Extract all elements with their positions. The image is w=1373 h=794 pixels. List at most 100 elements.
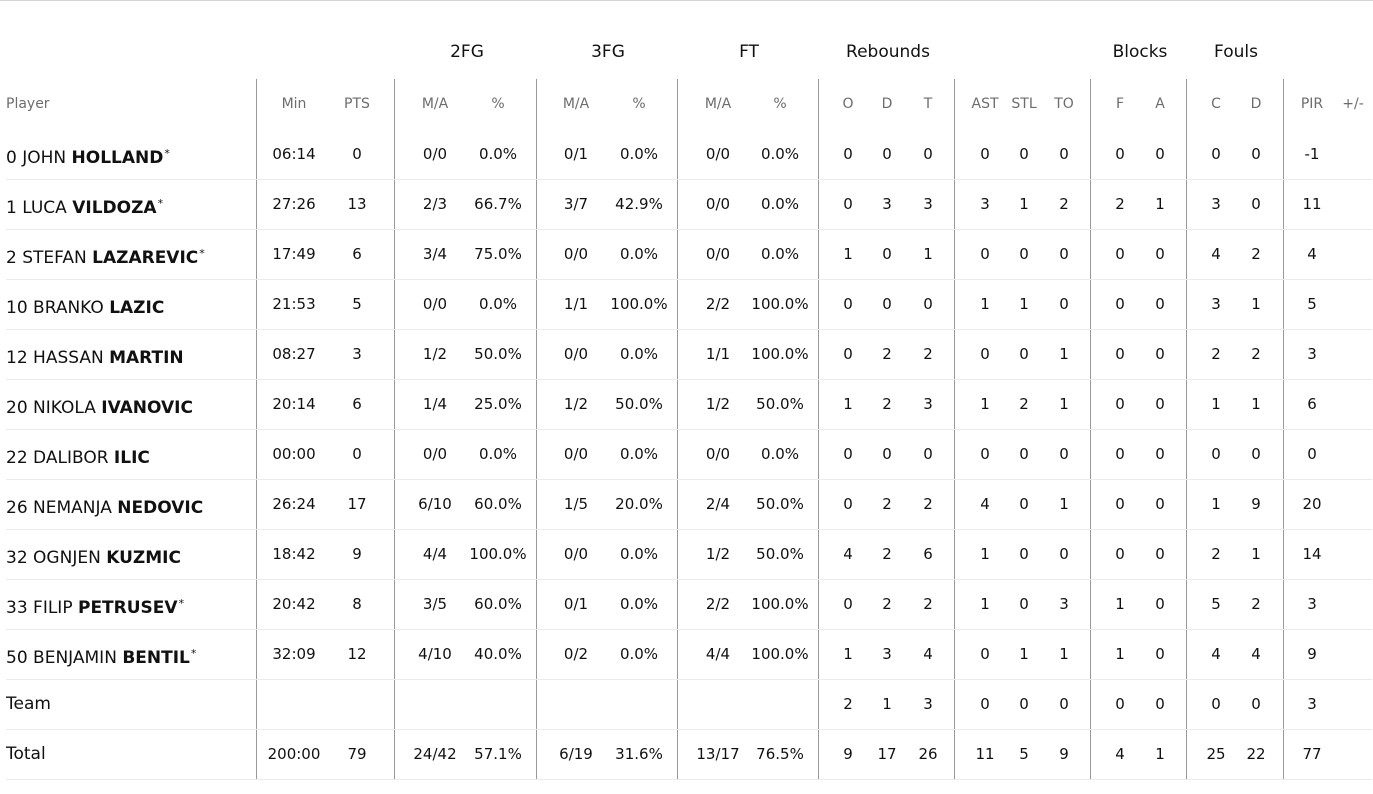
stat-reb-o: 0 — [843, 495, 853, 513]
header-ft-ma[interactable]: M/A — [704, 96, 732, 112]
player-name[interactable]: 32 OGNJEN KUZMIC — [6, 543, 182, 568]
header-ft-pct[interactable]: % — [773, 96, 787, 112]
player-name[interactable]: 12 HASSAN MARTIN — [6, 343, 185, 368]
stat-foul-d: 0 — [1251, 445, 1261, 463]
stat-to: 1 — [1059, 345, 1069, 363]
stat-blk-f: 0 — [1115, 495, 1125, 513]
stat-reb-d: 3 — [882, 645, 892, 663]
stat-ft-ma: 0/0 — [705, 245, 731, 263]
player-name[interactable]: 33 FILIP PETRUSEV* — [6, 593, 185, 618]
row-divider — [6, 279, 1372, 280]
header-reb-d[interactable]: D — [881, 96, 893, 112]
player-first-name: FILIP — [33, 598, 73, 618]
stat-fg3-ma: 0/2 — [563, 645, 589, 663]
player-name[interactable]: 20 NIKOLA IVANOVIC — [6, 393, 194, 418]
player-name[interactable]: 22 DALIBOR ILIC — [6, 443, 151, 468]
stat-stl: 0 — [1019, 445, 1029, 463]
stat-pts: 17 — [347, 495, 367, 513]
stat-min: 27:26 — [272, 195, 316, 213]
player-name[interactable]: 0 JOHN HOLLAND* — [6, 143, 170, 168]
stat-to: 0 — [1059, 545, 1069, 563]
stat-ast: 1 — [980, 395, 990, 413]
stat-ft-ma: 2/2 — [705, 295, 731, 313]
player-name[interactable]: 50 BENJAMIN BENTIL* — [6, 643, 196, 668]
header-2fg-ma[interactable]: M/A — [421, 96, 449, 112]
header-reb-o[interactable]: O — [842, 96, 854, 112]
player-first-name: BENJAMIN — [33, 648, 117, 668]
header-3fg-pct[interactable]: % — [632, 96, 646, 112]
stat-fg2-ma: 1/2 — [422, 345, 448, 363]
stat-blk-f: 2 — [1115, 195, 1125, 213]
player-number: 22 — [6, 448, 28, 468]
stat-ast: 3 — [980, 195, 990, 213]
stat-pir: 9 — [1307, 645, 1317, 663]
header-blk-a[interactable]: A — [1155, 96, 1165, 112]
stat-fg2-pct: 100.0% — [469, 545, 527, 563]
stat-foul-d: 1 — [1251, 295, 1261, 313]
stat-pir: 77 — [1302, 745, 1322, 763]
stat-fg2-pct: 0.0% — [478, 445, 518, 463]
stat-stl: 2 — [1019, 395, 1029, 413]
stat-to: 0 — [1059, 445, 1069, 463]
header-stl[interactable]: STL — [1011, 96, 1037, 112]
stat-fg3-pct: 0.0% — [619, 245, 659, 263]
stat-reb-d: 0 — [882, 445, 892, 463]
stat-ft-ma: 4/4 — [705, 645, 731, 663]
header-2fg-pct[interactable]: % — [491, 96, 505, 112]
stat-to: 9 — [1059, 745, 1069, 763]
stat-reb-t: 3 — [923, 695, 933, 713]
stat-blk-a: 0 — [1155, 495, 1165, 513]
stat-pts: 79 — [347, 745, 367, 763]
stat-pir: 3 — [1307, 345, 1317, 363]
stat-foul-d: 1 — [1251, 395, 1261, 413]
stat-ast: 0 — [980, 645, 990, 663]
stat-foul-d: 2 — [1251, 245, 1261, 263]
stat-min: 20:14 — [272, 395, 316, 413]
stat-blk-f: 0 — [1115, 145, 1125, 163]
stat-fg3-ma: 0/0 — [563, 445, 589, 463]
stat-fg3-pct: 20.0% — [615, 495, 663, 513]
header-3fg-ma[interactable]: M/A — [562, 96, 590, 112]
stat-stl: 5 — [1019, 745, 1029, 763]
stat-fg2-ma: 2/3 — [422, 195, 448, 213]
stat-reb-o: 0 — [843, 595, 853, 613]
header-foul-d[interactable]: D — [1250, 96, 1262, 112]
group-header-2fg: 2FG — [450, 42, 484, 62]
header-to[interactable]: TO — [1054, 96, 1074, 112]
stat-foul-c: 0 — [1211, 445, 1221, 463]
player-name[interactable]: 1 LUCA VILDOZA* — [6, 193, 163, 218]
stat-foul-d: 2 — [1251, 595, 1261, 613]
stat-to: 0 — [1059, 295, 1069, 313]
header-ast[interactable]: AST — [971, 96, 999, 112]
player-name[interactable]: 10 BRANKO LAZIC — [6, 293, 165, 318]
stat-fg2-pct: 60.0% — [474, 595, 522, 613]
stat-ft-pct: 100.0% — [751, 345, 809, 363]
starter-marker: * — [178, 597, 185, 610]
stat-blk-f: 0 — [1115, 345, 1125, 363]
stat-blk-f: 0 — [1115, 295, 1125, 313]
header-reb-t[interactable]: T — [923, 96, 933, 112]
header-foul-c[interactable]: C — [1211, 96, 1221, 112]
header-pir[interactable]: PIR — [1300, 96, 1324, 112]
stat-ast: 0 — [980, 245, 990, 263]
row-divider — [6, 479, 1372, 480]
header-pts[interactable]: PTS — [344, 96, 370, 112]
stat-reb-t: 3 — [923, 195, 933, 213]
player-last-name: PETRUSEV — [77, 598, 178, 618]
player-name[interactable]: 26 NEMANJA NEDOVIC — [6, 493, 204, 518]
player-name[interactable]: 2 STEFAN LAZAREVIC* — [6, 243, 205, 268]
stat-blk-a: 0 — [1155, 695, 1165, 713]
stat-pts: 5 — [352, 295, 362, 313]
player-number: 32 — [6, 548, 28, 568]
stat-pir: 20 — [1302, 495, 1322, 513]
header-min[interactable]: Min — [281, 96, 307, 112]
row-divider — [6, 379, 1372, 380]
stat-foul-d: 0 — [1251, 195, 1261, 213]
stat-fg3-pct: 0.0% — [619, 595, 659, 613]
player-number: 26 — [6, 498, 28, 518]
stat-pts: 0 — [352, 145, 362, 163]
stat-stl: 1 — [1019, 645, 1029, 663]
header-plus-minus[interactable]: +/- — [1342, 96, 1364, 112]
header-blk-f[interactable]: F — [1115, 96, 1125, 112]
header-player[interactable]: Player — [6, 96, 50, 112]
